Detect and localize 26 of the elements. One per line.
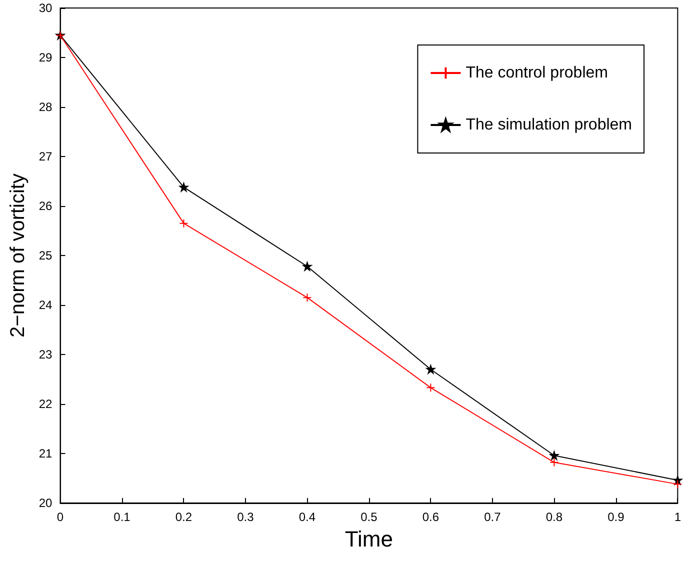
y-tick-label: 30 [38, 1, 53, 15]
y-tick-label: 22 [38, 397, 53, 411]
x-tick-label: 0 [56, 510, 64, 524]
y-axis-title: 2−norm of vorticity [7, 174, 29, 338]
y-tick-label: 27 [38, 150, 53, 164]
x-tick-label: 0.9 [608, 510, 625, 524]
x-tick-label: 0.8 [546, 510, 563, 524]
legend-label: The simulation problem [466, 116, 632, 134]
y-tick-label: 28 [38, 100, 53, 114]
y-tick-label: 20 [38, 496, 53, 510]
y-tick-label: 26 [38, 199, 53, 213]
x-tick-label: 0.5 [360, 510, 378, 524]
y-tick-label: 24 [38, 298, 53, 312]
y-tick-label: 23 [38, 348, 53, 362]
x-tick-label: 1 [674, 510, 682, 524]
y-tick-label: 21 [38, 446, 53, 460]
x-tick-label: 0.3 [237, 510, 254, 524]
x-tick-label: 0.1 [114, 510, 131, 524]
x-tick-label: 0.2 [175, 510, 192, 524]
legend-label: The control problem [466, 64, 608, 82]
x-tick-label: 0.6 [422, 510, 440, 524]
y-tick-label: 29 [38, 50, 53, 64]
x-axis-title: Time [344, 526, 393, 552]
x-tick-label: 0.4 [298, 510, 316, 524]
x-tick-label: 0.7 [484, 510, 502, 524]
y-tick-label: 25 [38, 248, 53, 262]
